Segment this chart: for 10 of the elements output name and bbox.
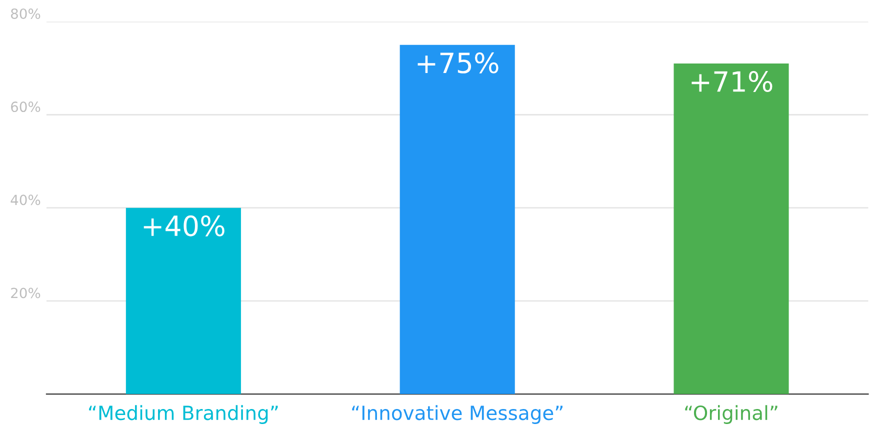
x-tick-label: “Innovative Message” — [352, 405, 562, 424]
y-tick-label: 60% — [11, 102, 40, 112]
y-tick-label: 20% — [11, 288, 40, 298]
x-tick-label: “Original” — [685, 405, 778, 424]
x-tick-label: “Medium Branding” — [89, 405, 278, 424]
y-tick-label: 40% — [10, 194, 40, 206]
data-label: +40% — [144, 215, 224, 236]
y-tick-label: 80% — [10, 8, 40, 19]
data-label: +75% — [418, 52, 498, 74]
data-label: +71% — [692, 71, 772, 92]
